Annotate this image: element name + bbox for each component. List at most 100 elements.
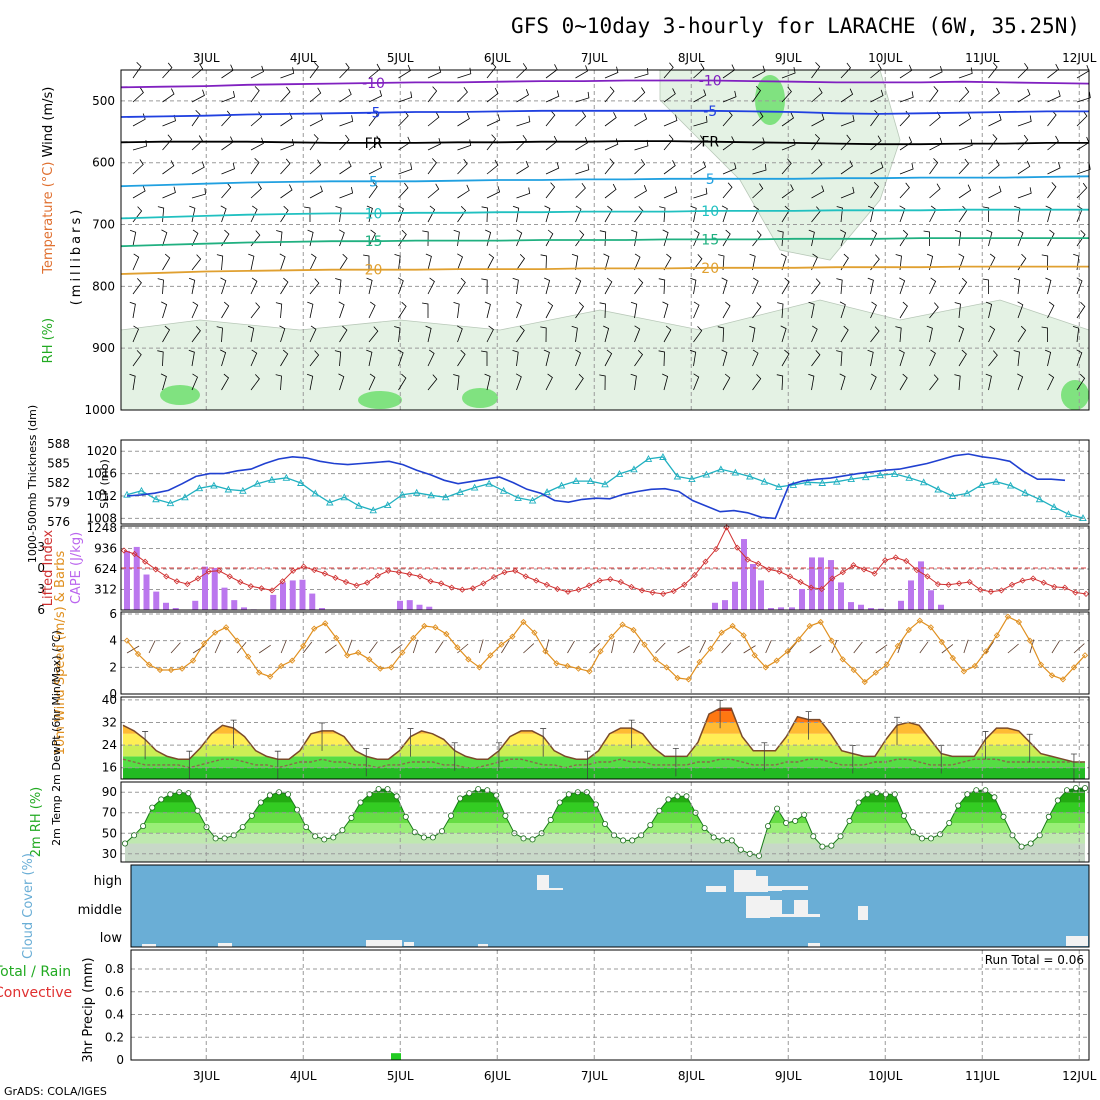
wind-barb: [604, 277, 613, 295]
y-tick-label: 576: [47, 515, 70, 529]
cape-bar: [416, 604, 423, 610]
thickness-point: [166, 499, 175, 507]
thickness-point: [253, 479, 262, 487]
y-tick-label: 40: [102, 693, 117, 707]
cape-bar: [722, 600, 728, 610]
wind-barb: [722, 301, 731, 319]
cape-bar: [241, 607, 247, 610]
bottom-day-axis: 3JUL 4JUL 5JUL 6JUL 7JUL 8JUL 9JUL 10JUL 11JUL 12…: [193, 1069, 1097, 1083]
wind-barb: [693, 301, 700, 319]
wind-barb: [486, 114, 501, 127]
wind10m-point: [454, 644, 461, 651]
rh2m-point: [411, 829, 418, 836]
lifted-index-point: [427, 578, 434, 585]
wind-barb: [663, 325, 672, 343]
wind10m-point: [762, 664, 769, 671]
cape-bar: [299, 579, 306, 610]
wind10m-point: [443, 630, 450, 638]
wind-barb: [1045, 277, 1052, 295]
cape-bar: [908, 580, 914, 610]
wind10m-point: [333, 634, 340, 642]
wind-barb: [599, 302, 606, 319]
wind-barb: [781, 277, 790, 295]
wind-barb: [191, 135, 203, 151]
rh2m-point: [357, 799, 364, 806]
cape-bar: [778, 607, 784, 610]
wind-barb: [634, 350, 644, 367]
wind-barb: [129, 301, 136, 319]
lifted-index-point: [448, 584, 455, 591]
cloud-cell: [808, 943, 820, 947]
bottom-day-label: 12JUL: [1062, 1069, 1097, 1083]
cape-bar: [858, 604, 864, 610]
top-day-label: 4JUL: [290, 51, 317, 65]
wind-barb: [958, 253, 965, 271]
thickness-point: [963, 489, 971, 497]
wind10m-point: [630, 626, 637, 634]
wind10m-point: [696, 658, 703, 666]
isotherm-line: [120, 79, 1090, 89]
lifted-index-point: [829, 575, 836, 582]
wind-barb: [1073, 253, 1080, 271]
wind-barb: [604, 205, 613, 223]
wind10m-point: [487, 652, 494, 659]
rh2m-point: [765, 823, 772, 830]
wind-barb: [250, 302, 261, 319]
wind-barb: [722, 373, 731, 391]
rh2m-point: [248, 812, 255, 819]
wind-barb: [899, 373, 908, 391]
rh2m-point: [366, 791, 373, 798]
bottom-day-label: 8JUL: [678, 1069, 705, 1083]
wind-barb: [1017, 301, 1024, 319]
rh2m-point: [547, 816, 554, 823]
wind-barb: [161, 229, 168, 247]
wind-barb: [986, 229, 993, 247]
wind-barb: [368, 135, 381, 151]
wind-barb: [339, 88, 352, 103]
wind-barb: [250, 183, 262, 199]
wind-barb: [162, 325, 171, 343]
cloud-level-label: low: [100, 931, 123, 946]
wind-barb: [425, 253, 432, 271]
wind10m-point: [850, 666, 857, 674]
isotherm-label: FR: [701, 135, 719, 151]
wind-barb: [191, 301, 199, 319]
wind-barb: [752, 111, 764, 127]
thickness-line: [126, 456, 1084, 519]
wind-barb: [958, 325, 965, 343]
wind-barb: [368, 301, 376, 319]
rh2m-point: [303, 824, 310, 831]
wind-barb: [398, 182, 409, 199]
run-total: Run Total = 0.06: [985, 953, 1084, 967]
precip-bars: [391, 1053, 401, 1060]
wind-barb: [516, 325, 525, 343]
wind-barb: [280, 184, 293, 199]
lifted-index-point: [617, 578, 624, 586]
wind-barb: [749, 325, 756, 343]
cloud-background: [131, 865, 1089, 947]
rh2m-point: [131, 832, 138, 839]
wind10m-barb: [611, 639, 615, 654]
wind-barb: [1047, 90, 1061, 103]
wind-barb: [280, 139, 295, 151]
lifted-index-point: [459, 586, 466, 593]
wind-barb: [545, 182, 556, 199]
wind-barb: [220, 205, 227, 223]
rh2m-point: [864, 791, 871, 798]
wind-barb: [515, 373, 522, 391]
lifted-index-point: [786, 573, 794, 580]
wind-barb: [988, 62, 998, 79]
rh2m-point: [122, 840, 129, 847]
wind-barb: [162, 134, 173, 151]
wind-barb: [575, 65, 589, 79]
wind-barb: [722, 110, 733, 127]
cape-li-panel: -3 0 3 6 312 624 936 1248 Lifted Index CAPE (J/…: [33, 521, 1090, 617]
wind-barb: [604, 112, 617, 127]
cape-bar: [202, 566, 208, 610]
thickness-point: [543, 488, 551, 496]
y-tick-label: 936: [94, 542, 117, 556]
lifted-index-point: [311, 567, 318, 574]
wind-barb: [545, 110, 556, 127]
minmax-bar: [230, 719, 237, 749]
wind-barb: [216, 254, 224, 271]
